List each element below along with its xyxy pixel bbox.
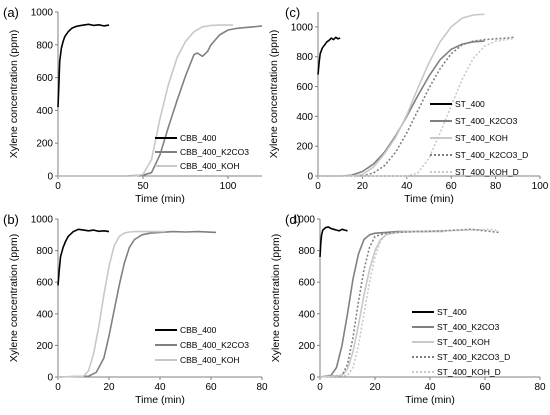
x-tick-label: 0 (55, 181, 61, 192)
series-line (57, 230, 217, 378)
y-axis-label: Xylene concentration (ppm) (8, 234, 20, 362)
x-tick-label: 0 (315, 181, 321, 192)
x-tick-label: 80 (534, 382, 546, 393)
y-axis-label: Xylene concentration (ppm) (270, 234, 282, 362)
series-line (58, 24, 234, 177)
y-axis-label: Xylene concentration (ppm) (268, 30, 280, 158)
x-tick-label: 20 (357, 181, 369, 192)
legend-label: CBB_400_KOH (180, 355, 240, 365)
y-tick-label: 0 (309, 373, 315, 384)
x-tick-label: 80 (490, 181, 502, 192)
x-tick-label: 50 (137, 181, 149, 192)
y-tick-label: 1000 (31, 8, 54, 19)
y-tick-label: 800 (298, 246, 315, 257)
legend-label: ST_400_K2CO3_D (455, 150, 528, 160)
y-tick-label: 400 (36, 106, 53, 117)
series-line (319, 228, 499, 378)
y-tick-label: 800 (296, 52, 313, 63)
series-line (57, 23, 110, 108)
y-tick-label: 0 (307, 172, 313, 183)
series-line (319, 230, 430, 378)
y-tick-label: 200 (36, 341, 53, 352)
legend-label: CBB_400_K2CO3 (180, 340, 249, 350)
y-tick-label: 800 (36, 40, 53, 51)
x-tick-label: 40 (154, 382, 166, 393)
legend-label: CBB_400 (180, 325, 217, 335)
y-tick-label: 200 (296, 142, 313, 153)
x-axis-label: Time (min) (135, 193, 185, 205)
chart-panel-2: 0 200 400 600 800 1000 0 20 40 60 80 100 Time (min) X… (268, 5, 549, 205)
y-tick-label: 1000 (291, 22, 314, 33)
x-tick-label: 0 (317, 382, 323, 393)
legend-label: ST_400_KOH (437, 337, 490, 347)
panel-label: (d) (285, 212, 301, 227)
legend-label: ST_400_K2CO3_D (437, 352, 510, 362)
y-tick-label: 200 (36, 139, 53, 150)
x-tick-label: 60 (205, 382, 217, 393)
y-tick-label: 400 (36, 309, 53, 320)
y-tick-label: 1000 (31, 215, 54, 226)
y-tick-label: 800 (36, 246, 53, 257)
panel-label: (a) (3, 5, 19, 20)
x-tick-label: 100 (532, 181, 549, 192)
legend: ST_400 ST_400_K2CO3 ST_400_KOH ST_400_K2CO3… (430, 99, 528, 177)
series-line (58, 25, 263, 177)
legend-label: ST_400_KOH (455, 133, 508, 143)
y-axis-label: Xylene concentration (ppm) (8, 30, 20, 158)
y-tick-label: 400 (298, 309, 315, 320)
legend-label: ST_400_K2CO3 (455, 116, 518, 126)
y-tick-label: 600 (296, 82, 313, 93)
legend-label: ST_400_K2CO3 (437, 322, 500, 332)
x-tick-label: 40 (424, 382, 436, 393)
legend-label: ST_400 (455, 99, 485, 109)
series-line (319, 228, 499, 378)
y-tick-label: 0 (47, 373, 53, 384)
chart-panel-1: 0 200 400 600 800 1000 0 50 100 Time (min) Xylene … (3, 5, 263, 205)
x-axis-label: Time (min) (135, 394, 185, 406)
x-tick-label: 20 (103, 382, 115, 393)
x-tick-label: 40 (401, 181, 413, 192)
x-axis-label: Time (min) (404, 193, 454, 205)
y-tick-label: 1000 (293, 215, 316, 226)
legend: CBB_400 CBB_400_K2CO3 CBB_400_KOH (155, 325, 249, 365)
series-line (319, 226, 348, 257)
series-line (57, 230, 166, 378)
chart-panel-4: 0 200 400 600 800 1000 0 20 40 60 80 Time (min) Xyle… (270, 212, 546, 406)
y-tick-label: 200 (298, 341, 315, 352)
panel-label: (b) (3, 212, 19, 227)
legend-label: ST_400_KOH_D (455, 167, 519, 177)
legend-label: CBB_400_K2CO3 (180, 147, 249, 157)
y-tick-label: 600 (36, 278, 53, 289)
chart-panel-3: 0 200 400 600 800 1000 0 20 40 60 80 Time (min) Xyle… (3, 212, 268, 406)
series-line (318, 13, 485, 177)
legend-label: ST_400 (437, 307, 467, 317)
series-line (317, 36, 341, 75)
legend-label: CBB_400_KOH (180, 161, 240, 171)
x-tick-label: 0 (55, 382, 61, 393)
legend-label: ST_400_KOH_D (437, 367, 501, 377)
legend-label: CBB_400 (180, 133, 217, 143)
y-tick-label: 0 (47, 172, 53, 183)
legend: ST_400 ST_400_K2CO3 ST_400_KOH ST_400_K2CO3… (412, 307, 510, 377)
series-line (57, 228, 110, 286)
x-tick-label: 20 (369, 382, 381, 393)
x-axis-label: Time (min) (405, 394, 455, 406)
x-tick-label: 60 (479, 382, 491, 393)
x-tick-label: 60 (446, 181, 458, 192)
y-tick-label: 600 (298, 278, 315, 289)
panel-label: (c) (285, 5, 300, 20)
x-tick-label: 80 (256, 382, 268, 393)
y-tick-label: 600 (36, 73, 53, 84)
y-tick-label: 400 (296, 112, 313, 123)
x-tick-label: 100 (220, 181, 237, 192)
legend: CBB_400 CBB_400_K2CO3 CBB_400_KOH (155, 133, 249, 171)
series-line (319, 230, 444, 378)
